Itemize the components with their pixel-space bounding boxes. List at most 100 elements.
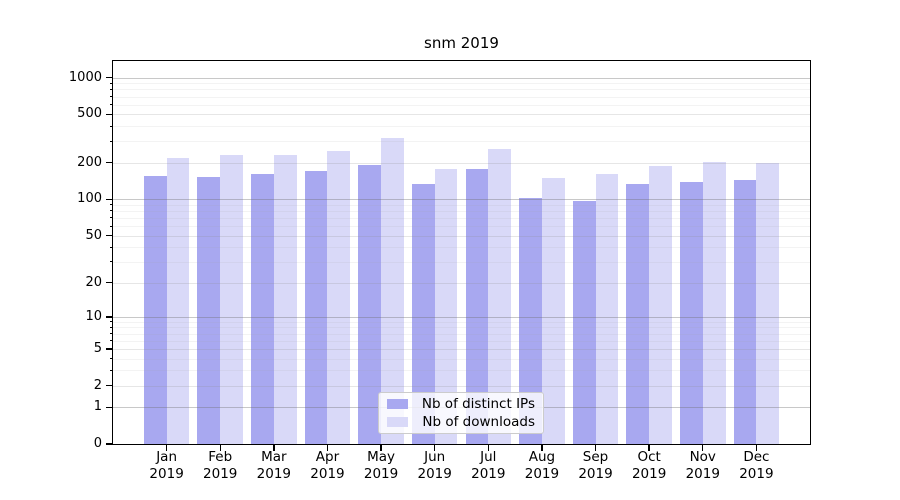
- bar-downloads-sep-2019: [595, 173, 619, 444]
- x-axis-tick-label-line: 2019: [524, 466, 560, 482]
- y-axis-minor-tick-mark: [109, 261, 113, 263]
- y-axis-minor-tick-mark: [109, 340, 113, 342]
- y-axis-minor-tick-mark: [109, 326, 113, 328]
- y-axis-tick-label: 1000: [68, 69, 102, 85]
- x-axis-tick-label: Apr 2019: [297, 449, 357, 483]
- gridline-minor: [113, 204, 810, 206]
- bar-distinct-ips-dec-2019: [733, 180, 757, 444]
- gridline-minor: [113, 261, 810, 263]
- y-axis-tick-label: 0: [93, 436, 102, 451]
- y-axis-tick-mark: [106, 348, 113, 350]
- x-axis-tick-label-line: May: [367, 449, 396, 465]
- y-axis-minor-tick-mark: [109, 225, 113, 227]
- x-axis-tick-mark: [541, 444, 543, 451]
- y-axis-tick-mark: [106, 113, 113, 116]
- x-axis-tick-mark: [755, 444, 758, 451]
- x-axis-tick-label-line: 2019: [685, 466, 720, 482]
- x-axis-tick-label: Dec 2019: [726, 449, 786, 483]
- gridline-minor: [113, 358, 810, 360]
- chart-title: snm 2019: [424, 34, 499, 52]
- x-axis-tick-label: Jan 2019: [137, 449, 197, 483]
- gridline-minor: [113, 321, 810, 323]
- y-axis-tick-label: 100: [77, 191, 102, 207]
- bar-downloads-aug-2019: [541, 177, 565, 444]
- gridline-minor: [113, 126, 810, 128]
- x-axis-tick-label: Jul 2019: [458, 449, 518, 483]
- gridline-minor: [113, 96, 810, 98]
- y-axis-tick-mark: [106, 385, 113, 387]
- bar-distinct-ips-aug-2019: [519, 198, 542, 444]
- y-axis-minor-tick-mark: [109, 88, 113, 90]
- y-axis-tick-mark: [106, 316, 113, 318]
- y-axis-tick-label: 200: [77, 154, 102, 170]
- y-axis-minor-tick-mark: [109, 204, 113, 206]
- gridline-major: [113, 77, 810, 79]
- y-axis-tick-mark: [106, 198, 113, 200]
- y-axis-minor-tick-mark: [109, 125, 113, 127]
- bar-downloads-oct-2019: [649, 165, 672, 444]
- bar-downloads-may-2019: [381, 138, 404, 444]
- x-axis-tick-label-line: Feb: [208, 449, 233, 465]
- y-axis-tick-mark: [106, 406, 113, 408]
- legend-item-distinct-ips: Nb of distinct IPs: [387, 396, 535, 412]
- gridline-minor: [113, 83, 810, 85]
- x-axis-tick-label: Feb 2019: [190, 449, 250, 483]
- bar-downloads-jun-2019: [434, 168, 458, 444]
- y-axis-minor-tick-mark: [109, 321, 113, 323]
- y-axis-tick-label: 2: [93, 377, 102, 393]
- y-axis-minor-tick-mark: [109, 358, 113, 360]
- x-axis-tick-label-line: 2019: [578, 466, 613, 482]
- y-axis-minor-tick-mark: [109, 82, 113, 84]
- x-axis-tick-label-line: Nov: [689, 449, 716, 465]
- y-axis-minor-tick-mark: [109, 210, 113, 212]
- x-axis-tick-label-line: 2019: [471, 466, 506, 482]
- bar-distinct-ips-jun-2019: [411, 183, 435, 444]
- x-axis-tick-label-line: Oct: [637, 449, 661, 465]
- x-axis-tick-label-line: Apr: [315, 449, 340, 465]
- legend-swatch-downloads: [387, 416, 409, 428]
- gridline-sub: [113, 114, 810, 116]
- y-axis-tick-label: 50: [85, 227, 102, 243]
- gridline-minor: [113, 333, 810, 335]
- x-axis-tick-mark: [702, 444, 704, 451]
- x-axis-tick-label-line: 2019: [631, 466, 667, 482]
- gridline-minor: [113, 89, 810, 91]
- gridline-minor: [113, 370, 810, 372]
- gridline-major: [113, 199, 810, 201]
- legend-swatch-distinct-ips: [387, 398, 408, 410]
- x-axis-tick-label: Sep 2019: [566, 449, 626, 483]
- y-axis-tick-mark: [106, 76, 113, 79]
- y-axis-minor-tick-mark: [109, 369, 113, 371]
- y-axis-tick-label: 500: [77, 106, 102, 122]
- y-axis-tick-label: 20: [85, 274, 102, 290]
- x-axis-tick-label-line: Dec: [743, 449, 770, 465]
- x-axis-tick-label: Oct 2019: [619, 449, 679, 483]
- x-axis-tick-mark: [273, 444, 275, 451]
- x-axis-tick-label-line: 2019: [417, 466, 452, 482]
- x-axis-tick-label-line: 2019: [739, 466, 774, 482]
- x-axis-tick-label-line: 2019: [310, 466, 345, 482]
- x-axis-tick-label-line: 2019: [363, 466, 399, 482]
- bar-downloads-feb-2019: [220, 155, 244, 444]
- y-axis-minor-tick-mark: [109, 140, 113, 142]
- y-axis-minor-tick-mark: [109, 96, 113, 98]
- legend-label-distinct-ips: Nb of distinct IPs: [421, 396, 535, 412]
- x-axis-tick-label-line: Jul: [480, 449, 497, 465]
- x-axis-tick-label: Mar 2019: [244, 449, 304, 483]
- x-axis-tick-mark: [219, 444, 221, 451]
- x-axis-tick-label-line: 2019: [149, 466, 184, 482]
- gridline-minor: [113, 217, 810, 219]
- x-axis-tick-mark: [487, 444, 489, 451]
- legend-item-downloads: Nb of downloads: [387, 414, 535, 430]
- gridline-minor: [113, 247, 810, 249]
- x-axis-tick-label-line: Sep: [582, 449, 609, 465]
- gridline-major: [113, 316, 810, 318]
- gridline-minor: [113, 340, 810, 342]
- x-axis-tick-label: Jun 2019: [405, 449, 465, 483]
- bar-downloads-jul-2019: [488, 148, 512, 444]
- gridline-minor: [113, 210, 810, 212]
- y-axis-tick-label: 5: [93, 340, 102, 356]
- bar-downloads-apr-2019: [327, 151, 351, 444]
- gridline-sub: [113, 282, 810, 284]
